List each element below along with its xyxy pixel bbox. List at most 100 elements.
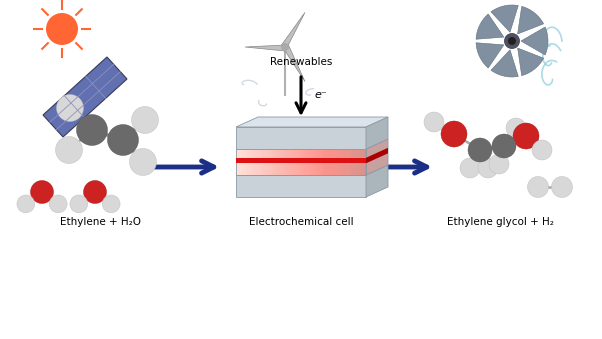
Polygon shape [491,5,518,32]
Polygon shape [521,27,548,55]
Polygon shape [236,171,366,172]
Circle shape [31,181,54,203]
Polygon shape [236,152,366,153]
Polygon shape [236,149,366,151]
Polygon shape [239,149,243,175]
Circle shape [478,158,498,178]
Polygon shape [262,149,265,175]
Polygon shape [308,149,311,175]
Circle shape [129,148,157,176]
Circle shape [102,195,120,213]
Polygon shape [476,14,504,39]
Polygon shape [246,149,249,175]
Circle shape [532,140,552,160]
Polygon shape [236,154,366,155]
Polygon shape [259,149,262,175]
Polygon shape [236,158,366,159]
Circle shape [424,112,444,132]
Polygon shape [243,149,246,175]
Polygon shape [236,170,366,171]
Polygon shape [236,157,366,158]
Polygon shape [298,149,301,175]
Polygon shape [249,149,252,175]
Polygon shape [236,171,366,173]
Text: Renewables: Renewables [270,57,332,67]
Polygon shape [317,149,321,175]
Polygon shape [252,149,256,175]
Polygon shape [236,163,366,165]
Polygon shape [337,149,340,175]
Text: Ethylene glycol + H₂: Ethylene glycol + H₂ [447,217,553,227]
Polygon shape [272,149,275,175]
Polygon shape [366,165,388,197]
Polygon shape [236,168,366,169]
Polygon shape [265,149,268,175]
Polygon shape [284,45,305,82]
Polygon shape [236,174,366,175]
Text: Ethylene + H₂O: Ethylene + H₂O [60,217,141,227]
Polygon shape [314,149,317,175]
Text: e⁻: e⁻ [314,90,327,100]
Polygon shape [236,127,366,149]
Polygon shape [353,149,356,175]
Circle shape [57,95,84,121]
Circle shape [108,124,138,156]
Polygon shape [334,149,337,175]
Polygon shape [236,166,366,167]
Polygon shape [366,117,388,149]
Polygon shape [330,149,334,175]
Polygon shape [282,149,285,175]
Circle shape [460,158,480,178]
Circle shape [17,195,35,213]
Polygon shape [327,149,330,175]
Polygon shape [350,149,353,175]
Polygon shape [324,149,327,175]
Polygon shape [236,153,366,154]
Polygon shape [236,117,388,127]
Polygon shape [343,149,347,175]
Polygon shape [304,149,308,175]
Polygon shape [301,149,305,175]
Polygon shape [236,155,366,156]
Polygon shape [236,172,366,173]
Circle shape [508,37,516,45]
Circle shape [84,181,107,203]
Polygon shape [275,149,279,175]
Polygon shape [491,50,518,77]
Polygon shape [347,149,350,175]
Circle shape [76,115,108,145]
Polygon shape [282,12,305,48]
Polygon shape [236,165,366,166]
Polygon shape [236,164,366,165]
Polygon shape [236,169,366,170]
Polygon shape [236,161,366,162]
Polygon shape [518,6,544,34]
Circle shape [441,121,467,147]
Polygon shape [278,149,282,175]
Polygon shape [340,149,344,175]
Polygon shape [518,48,544,76]
Polygon shape [356,149,360,175]
Polygon shape [236,152,366,153]
Circle shape [55,137,82,163]
Circle shape [504,33,520,49]
Polygon shape [43,57,127,137]
Polygon shape [236,173,366,174]
Polygon shape [236,175,366,197]
Polygon shape [236,167,366,168]
Circle shape [489,154,509,174]
Circle shape [131,106,158,134]
Polygon shape [255,149,259,175]
Polygon shape [366,148,388,163]
Polygon shape [285,149,288,175]
Polygon shape [363,149,366,175]
Polygon shape [236,160,366,161]
Polygon shape [236,149,366,150]
Circle shape [513,123,539,149]
Circle shape [281,43,289,51]
Circle shape [46,13,78,45]
Polygon shape [311,149,314,175]
Polygon shape [291,149,295,175]
Polygon shape [268,149,272,175]
Polygon shape [236,163,366,164]
